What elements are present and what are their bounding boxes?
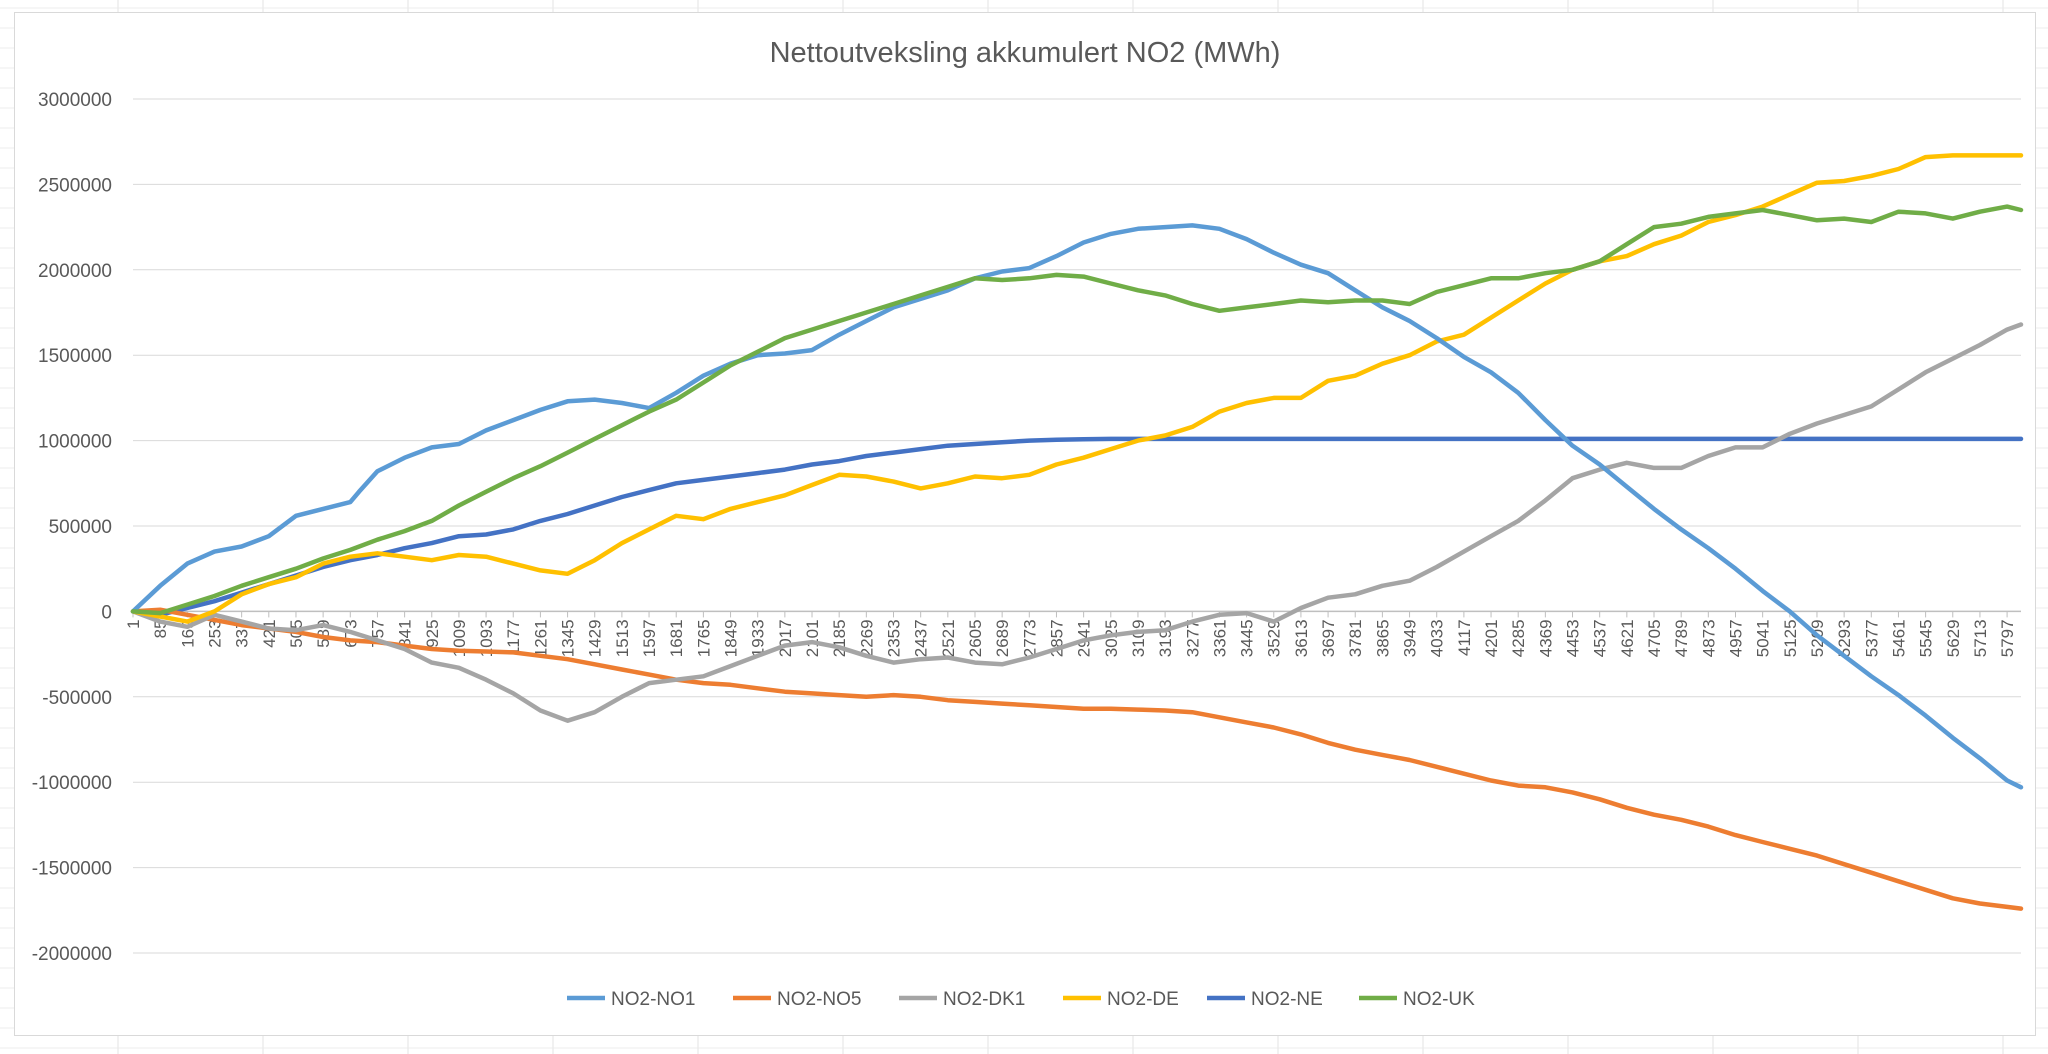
x-tick-label: 5713 (1971, 619, 1990, 657)
x-tick-label: 2101 (803, 619, 822, 657)
x-tick-label: 1681 (667, 619, 686, 657)
x-tick-label: 4453 (1564, 619, 1583, 657)
x-tick-label: 3361 (1210, 619, 1229, 657)
x-tick-label: 1093 (477, 619, 496, 657)
x-tick-label: 1177 (504, 619, 523, 656)
y-tick-label: -1000000 (32, 773, 112, 794)
x-tick-label: 3193 (1156, 619, 1175, 657)
x-tick-label: 4369 (1536, 619, 1555, 657)
y-tick-label: 3000000 (38, 90, 112, 111)
x-tick-label: 1597 (640, 619, 659, 657)
x-tick-label: 5461 (1889, 619, 1908, 657)
x-tick-label: 3109 (1129, 619, 1148, 657)
x-tick-label: 2521 (939, 619, 958, 657)
y-tick-label: 2000000 (38, 261, 112, 282)
x-tick-label: 2689 (993, 619, 1012, 657)
x-axis: 1 85 169 253 337 421 505 589 673 757 841 925 1009 109… (124, 610, 2021, 657)
series-line-no2-uk (130, 204, 2024, 616)
series-line-no2-dk1 (130, 322, 2024, 723)
x-tick-label: 2017 (776, 619, 795, 657)
y-tick-label: 1000000 (38, 432, 112, 453)
y-tick-label: -1500000 (32, 859, 112, 880)
legend-label: NO2-NO5 (777, 989, 861, 1010)
x-tick-label: 4621 (1618, 619, 1637, 657)
x-tick-label: 1513 (613, 619, 632, 657)
x-tick-label: 4789 (1672, 619, 1691, 657)
x-tick-label: 5377 (1862, 619, 1881, 657)
x-tick-label: 2605 (966, 619, 985, 657)
x-tick-label: 3277 (1183, 619, 1202, 657)
x-tick-label: 5629 (1944, 619, 1963, 657)
series-lines (130, 153, 2024, 911)
legend-label: NO2-DK1 (943, 989, 1025, 1010)
legend: NO2-NO1 NO2-NO5 NO2-DK1 NO2-DE NO2-NE NO2-UK (567, 989, 1475, 1010)
series-line-no2-no1 (130, 223, 2024, 790)
x-tick-label: 4285 (1509, 619, 1528, 657)
series-line-no2-no5 (130, 607, 2024, 911)
x-tick-label: 4957 (1726, 619, 1745, 657)
horizontal-gridlines (133, 98, 2021, 954)
x-tick-label: 5545 (1917, 619, 1936, 657)
chart-title: Nettoutveksling akkumulert NO2 (MWh) (770, 37, 1281, 69)
x-tick-label: 1933 (749, 619, 768, 657)
x-tick-label: 1261 (531, 619, 550, 657)
x-tick-label: 2269 (857, 619, 876, 657)
x-tick-label: 4201 (1482, 619, 1501, 657)
x-tick-label: 1849 (722, 619, 741, 657)
x-tick-label: 5125 (1781, 619, 1800, 657)
x-tick-label: 421 (260, 619, 279, 647)
x-tick-label: 1345 (559, 619, 578, 657)
x-tick-label: 4033 (1428, 619, 1447, 657)
legend-label: NO2-DE (1107, 989, 1179, 1010)
legend-label: NO2-NE (1251, 989, 1323, 1010)
x-tick-label: 841 (396, 619, 415, 647)
x-tick-label: 3949 (1401, 619, 1420, 657)
x-tick-label: 4705 (1645, 619, 1664, 657)
x-tick-label: 4873 (1699, 619, 1718, 657)
chart-area[interactable]: 1 85 169 253 337 421 505 589 673 757 841 925 1009 109… (14, 12, 2036, 1036)
x-tick-label: 3445 (1238, 619, 1257, 657)
y-tick-label: 500000 (49, 517, 112, 538)
x-tick-label: 1765 (694, 619, 713, 657)
y-axis: 3000000 2500000 2000000 1500000 1000000 50000… (32, 90, 112, 965)
legend-label: NO2-NO1 (611, 989, 695, 1010)
y-tick-label: 1500000 (38, 346, 112, 367)
x-tick-label: 1429 (586, 619, 605, 657)
x-tick-label: 5041 (1754, 619, 1773, 657)
x-tick-label: 3025 (1102, 619, 1121, 657)
x-tick-label: 1009 (450, 619, 469, 657)
x-tick-label: 4117 (1455, 619, 1474, 656)
x-tick-label: 5797 (1998, 619, 2017, 657)
y-tick-label: 2500000 (38, 175, 112, 196)
x-tick-label: 3529 (1265, 619, 1284, 657)
y-tick-label: 0 (101, 602, 112, 623)
x-tick-label: 5293 (1835, 619, 1854, 657)
y-tick-label: -2000000 (32, 944, 112, 965)
line-chart: 1 85 169 253 337 421 505 589 673 757 841 925 1009 109… (32, 37, 2024, 1010)
y-tick-label: -500000 (42, 688, 112, 709)
x-tick-label: 2437 (912, 619, 931, 657)
legend-label: NO2-UK (1403, 989, 1475, 1010)
x-tick-label: 1 (124, 619, 143, 628)
x-tick-label: 3697 (1319, 619, 1338, 657)
x-tick-label: 925 (423, 619, 442, 647)
x-tick-label: 3865 (1373, 619, 1392, 657)
x-tick-label: 3613 (1292, 619, 1311, 657)
x-tick-label: 3781 (1346, 619, 1365, 657)
x-tick-label: 2353 (885, 619, 904, 657)
x-tick-label: 4537 (1591, 619, 1610, 657)
x-tick-label: 253 (205, 619, 224, 647)
x-tick-label: 2773 (1020, 619, 1039, 657)
series-line-no2-de (130, 153, 2024, 624)
